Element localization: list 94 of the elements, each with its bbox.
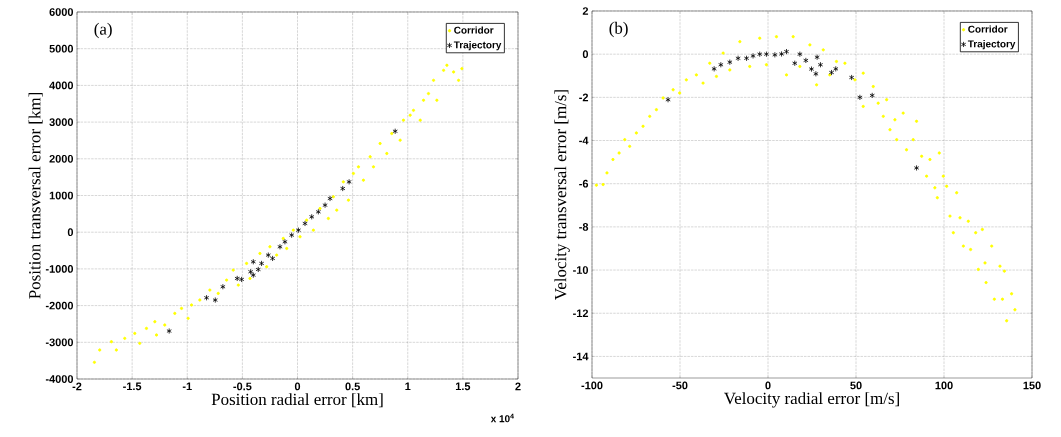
point — [212, 297, 218, 304]
point — [346, 178, 352, 185]
y-tick-label: -1000 — [45, 265, 74, 273]
y-axis-title: Position transversal error [km] — [28, 93, 43, 299]
point — [913, 164, 920, 171]
x-tick-label: 0 — [765, 381, 771, 390]
y-tick-label: -10 — [573, 266, 589, 274]
point — [234, 275, 240, 282]
y-tick-label: -4000 — [45, 375, 74, 383]
x-axis-title: Velocity radial error [m/s] — [724, 392, 899, 408]
y-tick-label: -2000 — [45, 301, 74, 310]
point — [783, 48, 790, 55]
legend-label: Trajectory — [967, 40, 1016, 50]
point — [220, 283, 226, 290]
y-tick-label: 4000 — [49, 81, 74, 90]
point — [869, 92, 875, 99]
annotation: (a) — [94, 22, 112, 39]
point — [828, 69, 835, 76]
y-tick-label: 0 — [582, 50, 589, 59]
point — [750, 52, 756, 59]
point — [833, 65, 839, 72]
y-tick-label: 5000 — [49, 44, 74, 53]
y-tick-label: 2000 — [49, 154, 74, 163]
point — [250, 258, 256, 265]
y-tick-label: -12 — [573, 309, 589, 318]
point — [848, 74, 855, 81]
y-tick-label: -3000 — [45, 338, 74, 347]
y-tick-label: 6000 — [49, 8, 74, 16]
legend-label: Corridor — [454, 26, 494, 34]
text: x 10$^{4}$ — [490, 413, 514, 423]
point — [203, 294, 210, 301]
point — [295, 227, 302, 234]
x-tick-label: -0.5 — [233, 382, 252, 391]
point — [302, 220, 308, 227]
point — [327, 195, 333, 202]
x-tick-label: 150 — [1023, 381, 1041, 390]
y-tick-label: 0 — [67, 228, 74, 237]
point — [711, 65, 717, 72]
x-tick-label: 2 — [515, 382, 521, 391]
point — [277, 243, 283, 250]
x-tick-label: 100 — [935, 381, 953, 390]
legend-label: Corridor — [968, 25, 1008, 33]
point — [166, 328, 172, 335]
point — [814, 54, 820, 61]
point — [238, 276, 245, 283]
y-tick-label: -6 — [579, 179, 589, 188]
point — [250, 272, 256, 279]
point — [322, 202, 328, 209]
x-tick-label: 0 — [294, 382, 301, 391]
x-tick-label: -50 — [672, 381, 688, 390]
point — [665, 96, 671, 103]
point — [778, 50, 785, 57]
point — [763, 51, 770, 58]
y-tick-label: -2 — [579, 93, 589, 102]
x-tick-label: -1 — [182, 382, 192, 391]
point — [309, 213, 315, 220]
point — [743, 55, 750, 62]
x-tick-label: 0.5 — [345, 382, 360, 391]
y-tick-label: 3000 — [49, 118, 74, 126]
point — [735, 55, 741, 62]
point — [269, 255, 276, 262]
y-tick-label: -8 — [579, 223, 589, 231]
point — [255, 266, 261, 273]
annotation: (b) — [609, 21, 628, 38]
point — [718, 61, 724, 68]
point — [248, 268, 254, 275]
y-tick-label: -14 — [573, 352, 589, 361]
point — [315, 208, 321, 215]
point — [282, 238, 288, 245]
y-tick-label: 1000 — [49, 191, 74, 200]
point — [772, 51, 778, 58]
point — [392, 128, 398, 135]
y-tick-label: -4 — [579, 136, 589, 145]
point — [340, 185, 346, 192]
x-tick-label: 1.5 — [455, 382, 471, 391]
x-tick-label: 50 — [850, 381, 862, 390]
x-tick-label: -100 — [581, 381, 603, 390]
legend-label: Trajectory — [453, 41, 502, 51]
point — [289, 232, 295, 239]
point — [792, 60, 798, 67]
point — [817, 61, 824, 68]
point — [857, 94, 863, 101]
point — [757, 51, 763, 58]
point — [808, 66, 815, 73]
y-tick-label: 2 — [582, 7, 589, 15]
x-tick-label: 1 — [405, 382, 411, 391]
y-axis-title: Velocity transversal error [m/s] — [554, 90, 570, 300]
point — [797, 51, 803, 58]
x-tick-label: -1.5 — [123, 382, 142, 391]
x-tick-label: -2 — [72, 382, 82, 391]
point — [803, 57, 809, 64]
point — [727, 59, 733, 66]
point — [258, 260, 265, 267]
x-axis-title: Position radial error [km] — [211, 393, 383, 408]
